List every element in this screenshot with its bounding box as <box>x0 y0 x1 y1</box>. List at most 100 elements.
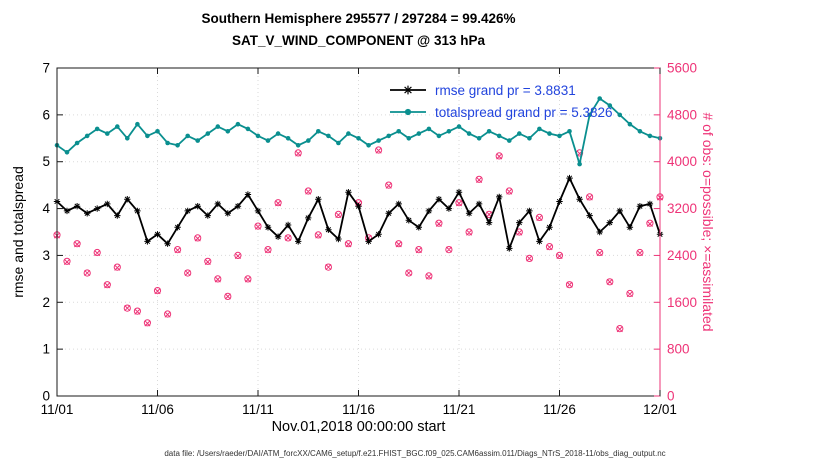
right-tick-label: 1600 <box>667 295 697 310</box>
asterisk-marker-icon <box>404 85 412 95</box>
totalspread-marker <box>406 136 412 141</box>
obs-possible-marker <box>344 240 352 248</box>
totalspread-marker <box>215 124 221 129</box>
totalspread-marker <box>145 133 150 139</box>
totalspread-marker <box>456 124 462 129</box>
totalspread-marker <box>265 138 271 143</box>
legend-item-rmse: rmse grand pr = 3.8831 <box>388 79 613 101</box>
right-tick-label: 4000 <box>667 154 697 169</box>
x-tick-label: 11/06 <box>141 402 174 417</box>
obs-possible-marker <box>445 246 453 254</box>
x-axis-label: Nov.01,2018 00:00:00 start <box>271 419 446 435</box>
obs-possible-marker <box>73 240 81 248</box>
obs-possible-marker <box>284 234 292 242</box>
obs-possible-marker <box>264 246 272 254</box>
chart-title: Southern Hemisphere 295577 / 297284 = 99… <box>57 8 660 51</box>
obs-possible-marker <box>234 251 242 259</box>
totalspread-marker <box>587 112 592 118</box>
obs-possible-marker <box>586 193 594 201</box>
totalspread-marker <box>617 112 623 118</box>
obs-possible-marker <box>646 219 654 227</box>
totalspread-line-sample <box>390 108 426 116</box>
right-tick-label: 4800 <box>667 107 697 122</box>
obs-possible-marker <box>294 149 302 157</box>
legend-label-rmse: rmse grand pr = 3.8831 <box>435 82 576 98</box>
totalspread-marker <box>627 121 633 127</box>
left-tick-label: 4 <box>42 201 50 216</box>
obs-possible-marker <box>505 187 513 195</box>
right-tick-label: 800 <box>667 342 690 357</box>
totalspread-marker <box>336 140 341 146</box>
totalspread-marker <box>175 143 180 148</box>
totalspread-marker <box>557 133 562 139</box>
totalspread-marker <box>165 140 170 146</box>
totalspread-marker <box>225 129 231 134</box>
obs-possible-marker <box>455 199 463 207</box>
totalspread-marker <box>567 129 572 134</box>
left-tick-label: 7 <box>42 61 50 76</box>
totalspread-marker <box>376 138 381 143</box>
obs-possible-marker <box>164 310 172 318</box>
totalspread-marker <box>486 129 492 134</box>
obs-possible-marker <box>465 228 473 236</box>
obs-possible-marker <box>314 231 322 239</box>
obs-possible-marker <box>545 243 554 251</box>
chart-title-line1: Southern Hemisphere 295577 / 297284 = 99… <box>201 11 516 26</box>
totalspread-marker <box>507 138 512 143</box>
obs-possible-marker <box>143 319 151 327</box>
totalspread-marker <box>356 136 361 141</box>
totalspread-marker <box>517 131 522 136</box>
obs-possible-marker <box>244 275 252 283</box>
obs-possible-marker <box>405 269 413 277</box>
totalspread-marker <box>426 126 432 132</box>
left-tick-label: 6 <box>42 107 50 122</box>
obs-possible-marker <box>616 325 624 333</box>
totalspread-marker <box>235 121 241 127</box>
obs-possible-marker <box>93 248 101 257</box>
totalspread-marker <box>245 126 251 132</box>
totalspread-marker <box>285 136 291 141</box>
obs-possible-marker <box>636 248 644 257</box>
obs-possible-marker <box>204 257 212 265</box>
obs-possible-marker <box>596 248 604 257</box>
totalspread-marker <box>386 133 392 139</box>
totalspread-marker <box>205 131 211 136</box>
totalspread-marker <box>74 140 80 146</box>
obs-possible-marker <box>435 219 443 227</box>
totalspread-marker <box>64 150 70 155</box>
obs-possible-marker <box>415 246 423 254</box>
obs-possible-marker <box>123 304 131 312</box>
left-axis-label: rmse and totalspread <box>10 166 26 298</box>
right-tick-label: 0 <box>667 389 675 404</box>
obs-possible-marker <box>184 269 192 277</box>
obs-possible-marker <box>425 272 433 280</box>
obs-possible-marker <box>334 210 342 218</box>
totalspread-marker <box>306 138 311 143</box>
obs-possible-marker <box>224 292 232 300</box>
totalspread-marker <box>537 126 542 132</box>
obs-possible-marker <box>565 281 574 289</box>
obs-possible-marker <box>153 287 162 295</box>
totalspread-marker <box>647 133 653 139</box>
obs-possible-marker <box>133 307 141 315</box>
left-tick-label: 0 <box>42 389 50 404</box>
obs-possible-marker <box>174 246 182 254</box>
x-tick-label: 11/16 <box>342 402 375 417</box>
left-tick-label: 1 <box>42 342 50 357</box>
dot-marker-icon <box>404 108 412 116</box>
right-tick-label: 2400 <box>667 248 697 263</box>
obs-possible-marker <box>555 251 564 259</box>
x-tick-label: 11/26 <box>543 402 576 417</box>
right-tick-label: 3200 <box>667 201 697 216</box>
totalspread-marker <box>607 103 613 108</box>
right-axis-label: # of obs: o=possible; ×=assimilated <box>700 112 716 332</box>
left-tick-label: 3 <box>42 248 50 263</box>
totalspread-marker <box>476 136 482 141</box>
totalspread-marker <box>84 133 90 139</box>
x-tick-label: 11/21 <box>443 402 476 417</box>
totalspread-marker <box>125 136 130 141</box>
obs-possible-marker <box>274 199 282 207</box>
totalspread-marker <box>637 129 643 134</box>
